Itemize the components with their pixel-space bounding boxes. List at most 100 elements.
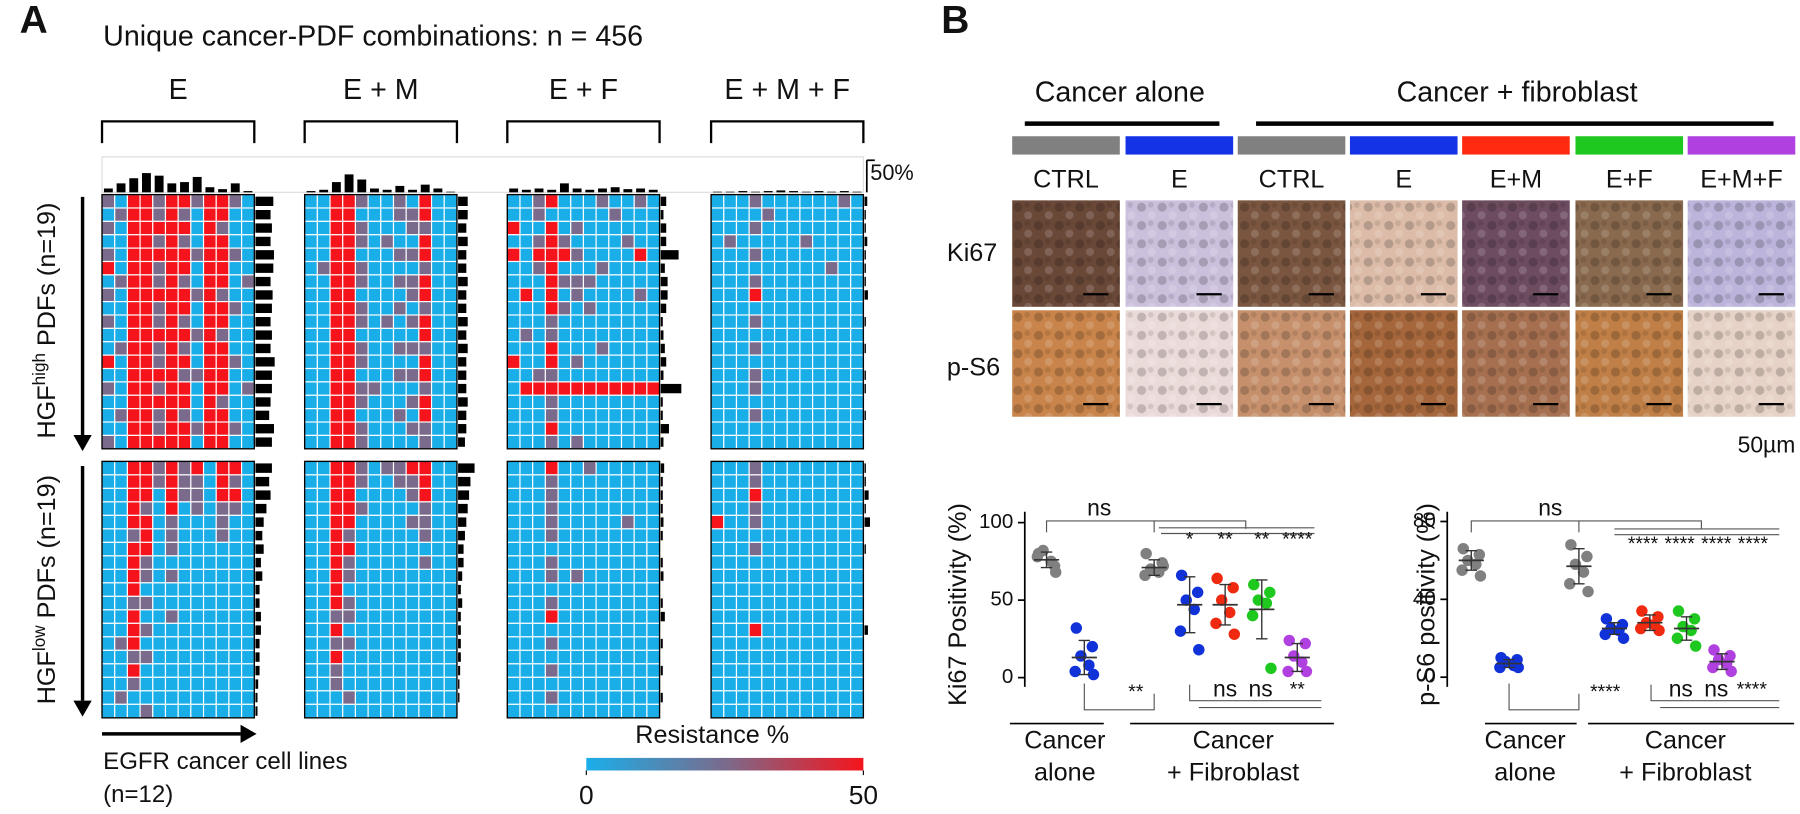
heatmap-cell	[761, 595, 776, 611]
heatmap-cell	[532, 609, 546, 624]
heatmap-cell	[380, 649, 395, 665]
data-point	[1725, 665, 1737, 678]
heatmap-cell	[812, 568, 826, 584]
heatmap-cell	[126, 367, 141, 383]
heatmap-cell	[443, 287, 458, 303]
heatmap-cell	[241, 636, 255, 651]
heatmap-cell	[418, 595, 433, 611]
heatmap-cell	[570, 460, 585, 476]
heatmap-cell	[342, 394, 356, 410]
heatmap-cell	[202, 636, 217, 651]
heatmap-cell	[405, 528, 420, 543]
heatmap-cell	[418, 367, 433, 383]
heatmap-cell	[304, 220, 318, 236]
heatmap-cell	[582, 636, 597, 651]
heatmap-cell	[329, 474, 344, 489]
heatmap-cell	[812, 474, 826, 489]
heatmap-cell	[608, 194, 623, 209]
heatmap-cell	[837, 514, 852, 530]
label-part: HGF	[33, 385, 61, 438]
heatmap-cell	[723, 663, 738, 678]
micrograph-texture	[1687, 310, 1796, 417]
heatmap-cell	[735, 354, 750, 370]
heatmap-cell	[735, 434, 750, 450]
heatmap-cell	[114, 609, 128, 624]
heatmap-cell	[824, 247, 839, 263]
heatmap-frame	[710, 460, 865, 719]
heatmap-cell	[710, 327, 725, 343]
heatmap-cell	[761, 421, 776, 436]
heatmap-cell	[799, 676, 814, 692]
data-point	[1688, 613, 1701, 625]
heatmap-cell	[177, 381, 192, 396]
row-bar	[458, 571, 463, 581]
micrograph-texture	[1575, 200, 1684, 307]
row-bar	[458, 424, 467, 434]
heatmap-cell	[812, 341, 826, 356]
heatmap-cell	[799, 381, 814, 396]
heatmap-cell	[837, 474, 852, 489]
heatmap-cell	[582, 690, 597, 705]
heatmap-cell	[164, 595, 179, 611]
heatmap-cell	[748, 274, 763, 289]
row-bar	[458, 503, 468, 514]
heatmap-cell	[354, 487, 369, 503]
heatmap-cell	[812, 434, 826, 450]
label-part: PDFs (n=19)	[33, 475, 61, 625]
heatmap-cell	[202, 487, 217, 503]
heatmap-cell	[582, 274, 597, 289]
significance: *	[1186, 529, 1194, 551]
heatmap-cell	[608, 609, 623, 624]
heatmap-cell	[241, 434, 255, 450]
heatmap-cell	[354, 568, 369, 584]
heatmap-cell	[850, 541, 864, 557]
heatmap-cell	[241, 649, 255, 665]
heatmap-cell	[824, 381, 839, 396]
heatmap-cell	[773, 528, 788, 543]
heatmap-cell	[824, 568, 839, 584]
heatmap-cell	[202, 622, 217, 638]
heatmap-cell	[177, 274, 192, 289]
heatmap-cell	[850, 501, 864, 516]
heatmap-cell	[126, 622, 141, 638]
bracket	[506, 120, 661, 144]
heatmap-cell	[114, 287, 128, 303]
heatmap-cell	[824, 703, 839, 719]
heatmap-cell	[582, 194, 597, 209]
heatmap-cell	[557, 474, 572, 489]
heatmap-cell	[570, 194, 585, 209]
heatmap-cell	[544, 381, 559, 396]
heatmap-cell	[215, 555, 230, 570]
heatmap-cell	[850, 220, 864, 236]
heatmap-cell	[506, 260, 521, 276]
heatmap-cell	[304, 528, 318, 543]
heatmap-cell	[126, 234, 141, 249]
heatmap-cell	[735, 194, 750, 209]
heatmap-cell	[735, 260, 750, 276]
x-group-label: Cancer	[1485, 727, 1566, 755]
heatmap-cell	[620, 207, 635, 222]
row-bar	[864, 343, 866, 354]
heatmap-cell	[304, 690, 318, 705]
data-point	[1069, 665, 1081, 678]
heatmap-cell	[392, 514, 407, 530]
heatmap-cell	[710, 220, 725, 236]
heatmap-cell	[190, 434, 205, 450]
row-bar	[255, 652, 260, 662]
heatmap-cell	[786, 487, 801, 503]
x-group-label: alone	[1034, 759, 1096, 787]
heatmap-cell	[139, 568, 154, 584]
heatmap-cell	[519, 649, 534, 665]
heatmap-cell	[304, 434, 318, 450]
heatmap-cell	[101, 501, 116, 516]
heatmap-cell	[367, 194, 382, 209]
heatmap-cell	[101, 582, 116, 597]
heatmap-cell	[519, 595, 534, 611]
heatmap-cell	[799, 234, 814, 249]
row-bar	[255, 276, 271, 287]
heatmap-cell	[519, 220, 534, 236]
heatmap-cell	[735, 367, 750, 383]
heatmap-cell	[139, 460, 154, 476]
heatmap-cell	[241, 474, 255, 489]
data-point	[1070, 622, 1083, 634]
